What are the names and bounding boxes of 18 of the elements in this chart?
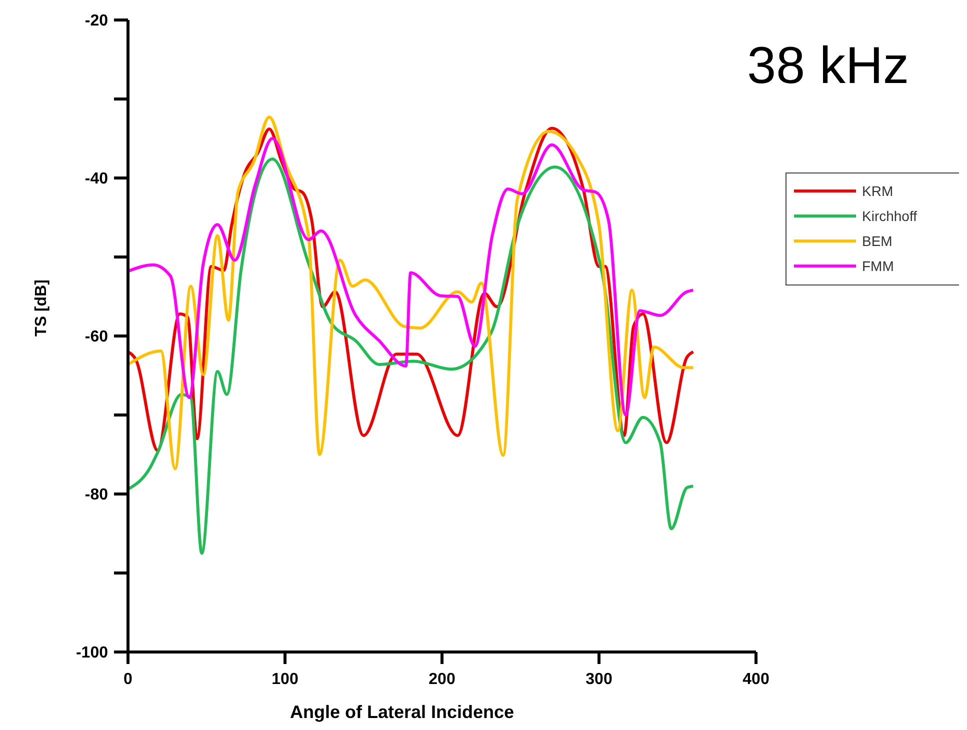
line-series xyxy=(126,158,695,555)
x-tick-label: 300 xyxy=(586,671,612,688)
y-tick-label: -60 xyxy=(84,328,108,346)
y-axis-title: TS [dB] xyxy=(33,280,50,336)
legend-label: Kirchhoff xyxy=(862,208,918,224)
legend-label: FMM xyxy=(862,258,894,274)
y-tick-label: -40 xyxy=(84,170,108,188)
annotation: 38 kHz xyxy=(747,37,909,95)
y-tick-label: -80 xyxy=(84,486,108,504)
x-tick-label: 200 xyxy=(428,671,456,688)
y-tick-label: -20 xyxy=(84,12,108,30)
x-tick-label: 100 xyxy=(272,671,298,688)
x-axis-title: Angle of Lateral Incidence xyxy=(290,702,514,722)
legend-label: KRM xyxy=(862,182,894,199)
x-tick-label: 400 xyxy=(742,671,770,688)
legend-label: BEM xyxy=(862,232,892,249)
y-tick-label: -100 xyxy=(76,644,108,662)
x-tick-label: 0 xyxy=(124,671,133,688)
